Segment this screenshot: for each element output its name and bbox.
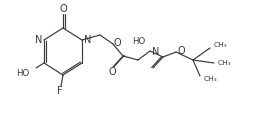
Text: O: O — [59, 4, 67, 14]
Text: HO: HO — [132, 36, 145, 45]
Text: CH₃: CH₃ — [214, 42, 228, 48]
Text: O: O — [114, 38, 122, 48]
Text: F: F — [57, 86, 63, 96]
Text: N: N — [84, 35, 91, 45]
Text: CH₃: CH₃ — [204, 76, 218, 82]
Text: N: N — [35, 35, 42, 45]
Text: CH₃: CH₃ — [218, 60, 232, 66]
Text: O: O — [108, 67, 116, 77]
Text: O: O — [177, 46, 185, 56]
Text: N: N — [152, 47, 160, 57]
Text: HO: HO — [16, 68, 29, 78]
